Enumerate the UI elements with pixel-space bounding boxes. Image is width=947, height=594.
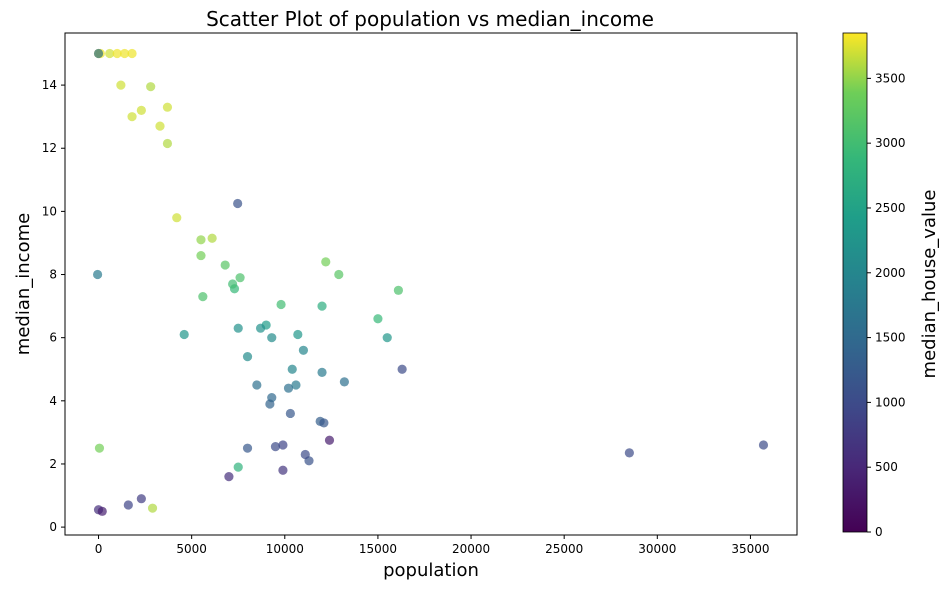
- scatter-point: [155, 121, 165, 131]
- scatter-point: [123, 500, 133, 510]
- scatter-point: [233, 462, 243, 472]
- scatter-point: [147, 503, 158, 513]
- scatter-point: [373, 314, 383, 324]
- scatter-point: [276, 299, 286, 310]
- scatter-point: [278, 440, 288, 450]
- scatter-point: [285, 408, 295, 419]
- colorbar-tick-label: 1500: [875, 331, 906, 345]
- scatter-point: [172, 213, 182, 223]
- scatter-point: [319, 418, 329, 428]
- scatter-point: [220, 260, 230, 270]
- scatter-point: [278, 465, 288, 475]
- scatter-point: [146, 82, 156, 92]
- y-tick-label: 8: [49, 268, 57, 282]
- scatter-point: [136, 105, 146, 115]
- scatter-point: [382, 333, 392, 343]
- x-tick-label: 25000: [545, 542, 583, 556]
- scatter-point: [97, 506, 107, 516]
- y-tick-label: 2: [49, 457, 57, 471]
- scatter-point: [317, 301, 327, 311]
- scatter-point: [293, 329, 303, 340]
- scatter-point: [233, 323, 243, 333]
- y-tick-label: 14: [42, 78, 57, 92]
- scatter-point: [317, 367, 327, 378]
- scatter-point: [265, 399, 275, 409]
- scatter-point: [94, 443, 105, 453]
- scatter-point: [324, 435, 335, 445]
- x-tick-label: 35000: [731, 542, 769, 556]
- scatter-point: [255, 323, 266, 333]
- scatter-point: [298, 345, 309, 355]
- y-axis: 0 2 4 6 8 10 12 14: [42, 78, 65, 534]
- scatter-point: [283, 383, 294, 393]
- scatter-point: [116, 80, 126, 90]
- y-tick-label: 12: [42, 141, 57, 155]
- x-tick-label: 10000: [266, 542, 304, 556]
- scatter-point: [162, 138, 173, 149]
- colorbar-tick-label: 0: [875, 525, 883, 539]
- x-axis-label: population: [383, 560, 479, 581]
- scatter-point: [198, 292, 208, 302]
- scatter-point: [105, 48, 115, 59]
- scatter-point: [758, 440, 769, 450]
- scatter-point: [224, 471, 234, 482]
- x-tick-label: 20000: [452, 542, 490, 556]
- x-tick-label: 15000: [359, 542, 397, 556]
- colorbar-label: median_house_value: [919, 190, 940, 379]
- scatter-point: [179, 329, 189, 340]
- x-tick-label: 30000: [638, 542, 676, 556]
- scatter-point: [334, 269, 344, 280]
- y-tick-label: 4: [49, 394, 57, 408]
- scatter-point: [291, 380, 301, 390]
- x-tick-label: 0: [95, 542, 103, 556]
- colorbar-tick-label: 1000: [875, 395, 906, 409]
- y-axis-label: median_income: [13, 213, 34, 355]
- scatter-point: [242, 443, 253, 453]
- colorbar-tick-label: 2500: [875, 201, 906, 215]
- colorbar-tick-label: 2000: [875, 266, 906, 280]
- scatter-point: [252, 380, 262, 390]
- scatter-point: [92, 269, 103, 280]
- scatter-point: [233, 198, 243, 209]
- scatter-point: [242, 352, 253, 362]
- colorbar-axis: 0 500 1000 1500 2000 2500 3000 3500: [867, 71, 906, 539]
- scatter-point: [321, 257, 331, 267]
- scatter-point: [93, 48, 104, 59]
- colorbar-tick-label: 3500: [875, 71, 906, 85]
- x-axis: 0 5000 10000 15000 20000 25000 30000 35000: [95, 535, 770, 556]
- scatter-point: [393, 285, 404, 295]
- scatter-point: [196, 250, 206, 261]
- scatter-point: [287, 364, 297, 374]
- colorbar-tick-label: 500: [875, 460, 898, 474]
- colorbar-tick-label: 3000: [875, 136, 906, 150]
- scatter-point: [300, 449, 310, 460]
- scatter-point: [112, 48, 122, 59]
- scatter-point: [207, 233, 217, 243]
- scatter-point: [235, 273, 245, 283]
- scatter-point: [397, 364, 407, 374]
- plot-frame: [64, 32, 798, 536]
- scatter-point: [136, 494, 146, 504]
- x-tick-label: 5000: [176, 542, 207, 556]
- points-layer: [92, 48, 769, 516]
- scatter-point: [196, 235, 206, 245]
- chart-title: Scatter Plot of population vs median_inc…: [206, 7, 654, 31]
- scatter-point: [267, 333, 277, 343]
- colorbar: [842, 32, 868, 533]
- y-tick-label: 6: [49, 331, 57, 345]
- scatter-point: [127, 48, 137, 59]
- scatter-point: [624, 448, 634, 458]
- scatter-point: [339, 377, 349, 387]
- scatter-point: [120, 48, 130, 59]
- scatter-point: [127, 112, 137, 122]
- y-tick-label: 10: [42, 204, 57, 218]
- scatter-point: [162, 102, 173, 112]
- scatter-point: [228, 279, 238, 289]
- y-tick-label: 0: [49, 520, 57, 534]
- scatter-point: [270, 441, 281, 452]
